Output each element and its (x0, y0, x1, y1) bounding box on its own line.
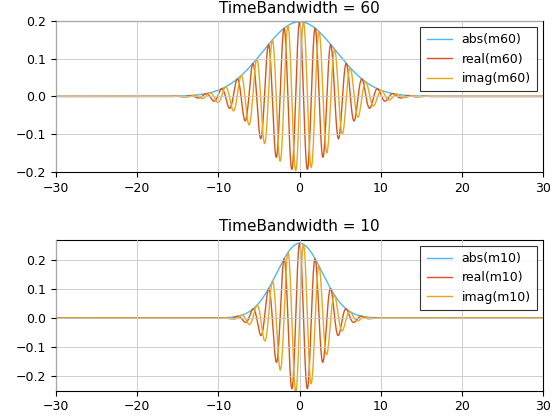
real(m10) (290, 377, 296, 382)
Line: imag(m60): imag(m60) (56, 22, 543, 171)
imag(m60) (292, 168, 299, 173)
abs(m10) (526, 315, 533, 320)
abs(m10) (290, 244, 296, 249)
abs(m10) (296, 241, 303, 246)
imag(m10) (290, 346, 296, 352)
imag(m60) (526, 94, 533, 99)
real(m10) (53, 315, 59, 320)
real(m10) (540, 315, 547, 320)
real(m60) (296, 19, 303, 24)
imag(m60) (53, 94, 59, 99)
imag(m10) (526, 315, 533, 320)
imag(m60) (300, 20, 307, 25)
real(m10) (526, 315, 533, 320)
abs(m60) (436, 94, 443, 99)
abs(m10) (277, 264, 283, 269)
imag(m10) (300, 242, 307, 247)
real(m60) (540, 94, 547, 99)
real(m60) (77, 94, 84, 99)
real(m10) (277, 318, 283, 323)
real(m60) (437, 94, 444, 99)
real(m60) (288, 167, 295, 172)
imag(m10) (526, 315, 533, 320)
Title: TimeBandwidth = 60: TimeBandwidth = 60 (219, 1, 380, 16)
abs(m60) (277, 29, 283, 34)
imag(m10) (292, 389, 299, 394)
real(m10) (526, 315, 533, 320)
real(m60) (53, 94, 59, 99)
Legend: abs(m60), real(m60), imag(m60): abs(m60), real(m60), imag(m60) (421, 27, 537, 91)
imag(m60) (290, 126, 296, 131)
abs(m10) (526, 315, 533, 320)
abs(m10) (77, 315, 84, 320)
abs(m60) (296, 19, 303, 24)
Line: real(m10): real(m10) (56, 243, 543, 388)
abs(m10) (540, 315, 547, 320)
imag(m10) (77, 315, 84, 320)
abs(m60) (540, 94, 547, 99)
real(m60) (526, 94, 533, 99)
abs(m60) (526, 94, 533, 99)
abs(m60) (290, 21, 296, 26)
Line: abs(m60): abs(m60) (56, 22, 543, 97)
real(m10) (77, 315, 84, 320)
real(m10) (296, 241, 303, 246)
Title: TimeBandwidth = 10: TimeBandwidth = 10 (220, 219, 380, 234)
real(m10) (288, 386, 295, 391)
abs(m10) (53, 315, 59, 320)
real(m60) (290, 157, 296, 162)
imag(m60) (437, 94, 444, 99)
real(m10) (437, 315, 444, 320)
Line: imag(m10): imag(m10) (56, 244, 543, 392)
abs(m60) (53, 94, 59, 99)
real(m60) (277, 97, 283, 102)
abs(m60) (526, 94, 533, 99)
imag(m60) (540, 94, 547, 99)
Line: abs(m10): abs(m10) (56, 243, 543, 318)
abs(m10) (436, 315, 443, 320)
imag(m10) (437, 315, 444, 320)
abs(m60) (77, 94, 84, 99)
Line: real(m60): real(m60) (56, 22, 543, 169)
imag(m10) (540, 315, 547, 320)
imag(m10) (277, 367, 283, 372)
Legend: abs(m10), real(m10), imag(m10): abs(m10), real(m10), imag(m10) (421, 246, 537, 310)
imag(m60) (77, 94, 84, 99)
imag(m60) (277, 158, 283, 163)
imag(m60) (526, 94, 533, 99)
real(m60) (526, 94, 533, 99)
imag(m10) (53, 315, 59, 320)
